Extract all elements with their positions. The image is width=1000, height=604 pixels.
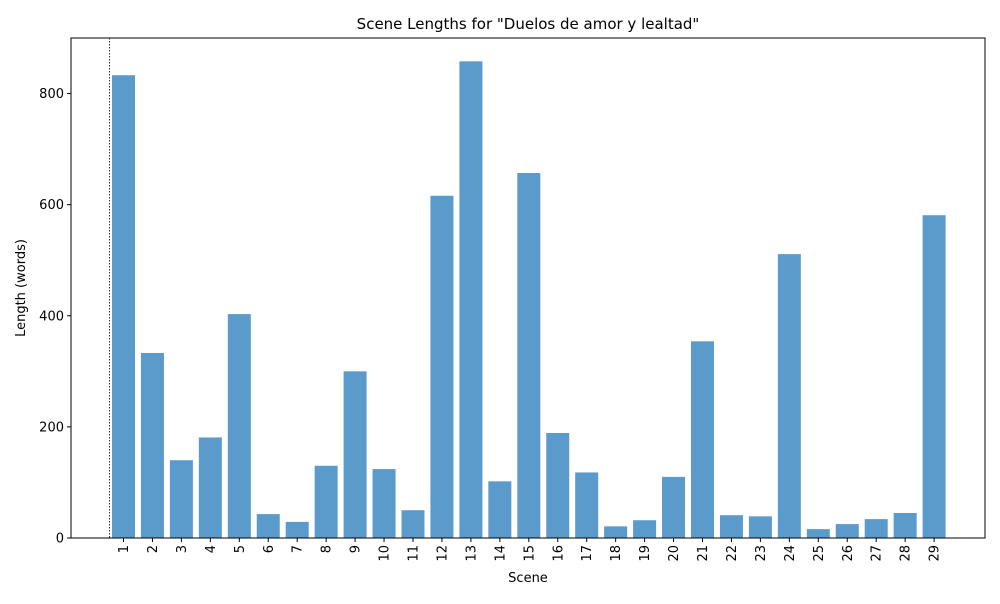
x-tick-label: 28	[899, 545, 914, 562]
bar-scene-15	[517, 173, 541, 538]
x-tick-label: 15	[522, 545, 537, 562]
bar-scene-27	[864, 519, 888, 538]
x-tick-label: 9	[349, 545, 364, 553]
x-tick-label: 25	[812, 545, 827, 562]
bars-group	[112, 61, 946, 538]
x-tick-label: 11	[407, 545, 422, 562]
bar-scene-10	[372, 469, 396, 538]
bar-scene-3	[169, 460, 193, 538]
bar-scene-28	[893, 513, 917, 538]
x-tick-label: 7	[291, 545, 306, 553]
bar-scene-20	[662, 476, 686, 538]
bar-scene-4	[198, 437, 222, 538]
x-tick-label: 10	[378, 545, 393, 562]
bar-scene-26	[835, 524, 859, 538]
bar-scene-19	[633, 520, 657, 538]
y-tick-label: 200	[39, 420, 64, 435]
plot-frame	[70, 37, 986, 539]
x-tick-label: 19	[638, 545, 653, 562]
x-tick-label: 21	[696, 545, 711, 562]
x-tick-label: 22	[725, 545, 740, 562]
x-tick-label: 29	[928, 545, 943, 562]
bar-scene-21	[691, 341, 714, 538]
x-tick-label: 26	[841, 545, 856, 562]
bar-scene-11	[401, 510, 425, 538]
bar-scene-25	[806, 529, 830, 538]
y-tick-label: 0	[56, 532, 64, 547]
bar-scene-13	[459, 61, 483, 538]
bar-scene-5	[227, 314, 251, 538]
bar-scene-14	[488, 481, 512, 538]
bar-scene-9	[343, 371, 367, 538]
y-tick-label: 800	[39, 87, 64, 102]
x-tick-label: 12	[435, 545, 450, 562]
x-tick-label: 17	[580, 545, 595, 562]
x-tick-label: 1	[117, 545, 132, 553]
bar-scene-22	[719, 515, 743, 538]
bar-scene-8	[314, 465, 338, 538]
x-tick-label: 23	[754, 545, 769, 562]
y-tick-label: 400	[39, 309, 64, 324]
x-tick-label: 4	[204, 545, 219, 553]
x-tick-label: 16	[551, 545, 566, 562]
x-tick-label: 3	[175, 545, 190, 553]
bar-scene-29	[922, 215, 946, 538]
bar-scene-12	[430, 195, 454, 538]
x-tick-label: 5	[233, 545, 248, 553]
bar-scene-23	[748, 516, 772, 538]
bar-scene-16	[546, 433, 570, 538]
bar-scene-7	[285, 521, 309, 538]
y-axis-label: Length (words)	[14, 239, 29, 337]
x-tick-label: 8	[320, 545, 335, 553]
x-tick-label: 24	[783, 545, 798, 562]
bar-scene-24	[777, 254, 801, 538]
bar-scene-2	[140, 353, 164, 538]
x-tick-label: 14	[493, 545, 508, 562]
bar-scene-18	[604, 526, 628, 538]
bar-scene-6	[256, 514, 280, 538]
x-tick-label: 13	[464, 545, 479, 562]
x-tick-label: 27	[870, 545, 885, 562]
x-tick-label: 18	[609, 545, 624, 562]
x-tick-label: 6	[262, 545, 277, 553]
x-axis-label: Scene	[508, 571, 548, 586]
chart-title: Scene Lengths for "Duelos de amor y leal…	[357, 15, 700, 33]
bar-scene-1	[112, 75, 135, 538]
x-tick-label: 20	[667, 545, 682, 562]
y-tick-label: 600	[39, 198, 64, 213]
x-tick-label: 2	[146, 545, 161, 553]
bar-scene-17	[575, 472, 599, 538]
